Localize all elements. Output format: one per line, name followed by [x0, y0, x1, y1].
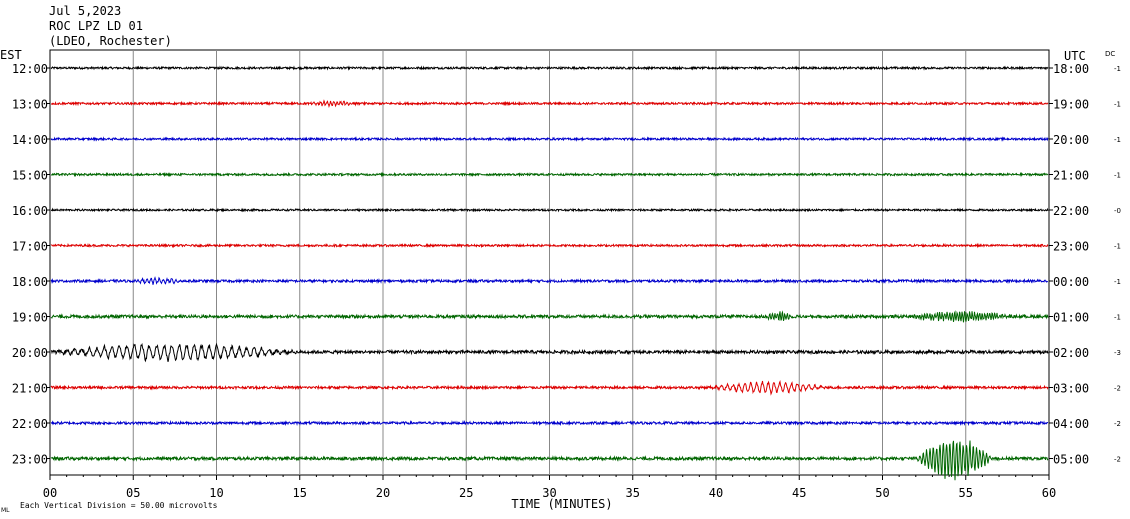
dc-offset-label: -1: [1114, 278, 1121, 286]
seismic-trace: [50, 99, 1049, 108]
utc-time-label: 00:00: [1053, 275, 1089, 289]
x-tick-label: 55: [959, 486, 973, 500]
scale-note: Each Vertical Division = 50.00 microvolt…: [20, 501, 218, 510]
dc-offset-label: -1: [1114, 172, 1121, 180]
x-tick-label: 40: [709, 486, 723, 500]
est-time-label: 21:00: [12, 382, 48, 396]
x-tick-label: 00: [43, 486, 57, 500]
est-time-label: 17:00: [12, 240, 48, 254]
est-time-label: 18:00: [12, 275, 48, 289]
seismic-trace: [50, 379, 1049, 396]
seismic-trace: [50, 342, 1049, 363]
utc-time-label: 22:00: [1053, 204, 1089, 218]
utc-time-label: 04:00: [1053, 417, 1089, 431]
est-time-label: 13:00: [12, 98, 48, 112]
est-time-label: 14:00: [12, 133, 48, 147]
x-tick-label: 35: [626, 486, 640, 500]
utc-axis-label: UTC: [1064, 49, 1086, 63]
x-tick-label: 25: [459, 486, 473, 500]
seismic-trace: [50, 310, 1049, 323]
est-time-label: 23:00: [12, 453, 48, 467]
dc-offset-label: -2: [1114, 420, 1121, 428]
dc-offset-label: -1: [1114, 65, 1121, 73]
seismic-trace: [50, 242, 1049, 249]
x-tick-label: 60: [1042, 486, 1056, 500]
dc-offset-label: -0: [1114, 207, 1121, 215]
seismic-trace: [50, 276, 1049, 285]
utc-time-label: 20:00: [1053, 133, 1089, 147]
dc-offset-label: -1: [1114, 243, 1121, 251]
x-tick-label: 05: [126, 486, 140, 500]
seismic-trace: [50, 419, 1049, 427]
dc-offset-label: -3: [1114, 349, 1121, 357]
x-tick-label: 30: [542, 486, 556, 500]
seismic-trace: [50, 65, 1049, 71]
chart-network: (LDEO, Rochester): [49, 34, 172, 48]
seismic-trace: [50, 171, 1049, 178]
utc-time-label: 21:00: [1053, 169, 1089, 183]
utc-time-label: 05:00: [1053, 453, 1089, 467]
dc-offset-label: -1: [1114, 101, 1121, 109]
seismic-trace: [50, 207, 1049, 213]
est-time-label: 12:00: [12, 62, 48, 76]
chart-date: Jul 5,2023: [49, 4, 122, 18]
utc-time-label: 02:00: [1053, 346, 1089, 360]
chart-station: ROC LPZ LD 01: [49, 19, 143, 33]
utc-time-label: 18:00: [1053, 62, 1089, 76]
x-tick-label: 10: [209, 486, 223, 500]
dc-offset-label: -1: [1114, 314, 1121, 322]
est-axis-label: EST: [0, 48, 22, 62]
x-tick-label: 45: [792, 486, 806, 500]
utc-time-label: 23:00: [1053, 240, 1089, 254]
seismic-trace: [50, 440, 1049, 481]
est-time-label: 15:00: [12, 169, 48, 183]
corner-mark: ML: [1, 507, 10, 514]
dc-offset-label: -2: [1114, 385, 1121, 393]
est-time-label: 20:00: [12, 346, 48, 360]
utc-time-label: 19:00: [1053, 98, 1089, 112]
utc-time-label: 03:00: [1053, 382, 1089, 396]
est-time-label: 19:00: [12, 311, 48, 325]
dc-offset-label: -2: [1114, 456, 1121, 464]
utc-time-label: 01:00: [1053, 311, 1089, 325]
est-time-label: 22:00: [12, 417, 48, 431]
x-tick-label: 20: [376, 486, 390, 500]
dc-offset-label: -1: [1114, 136, 1121, 144]
x-tick-label: 15: [293, 486, 307, 500]
est-time-label: 16:00: [12, 204, 48, 218]
seismic-trace: [50, 136, 1049, 142]
dc-column-label: DC: [1105, 50, 1115, 58]
x-tick-label: 50: [875, 486, 889, 500]
x-axis-label: TIME (MINUTES): [511, 497, 612, 511]
